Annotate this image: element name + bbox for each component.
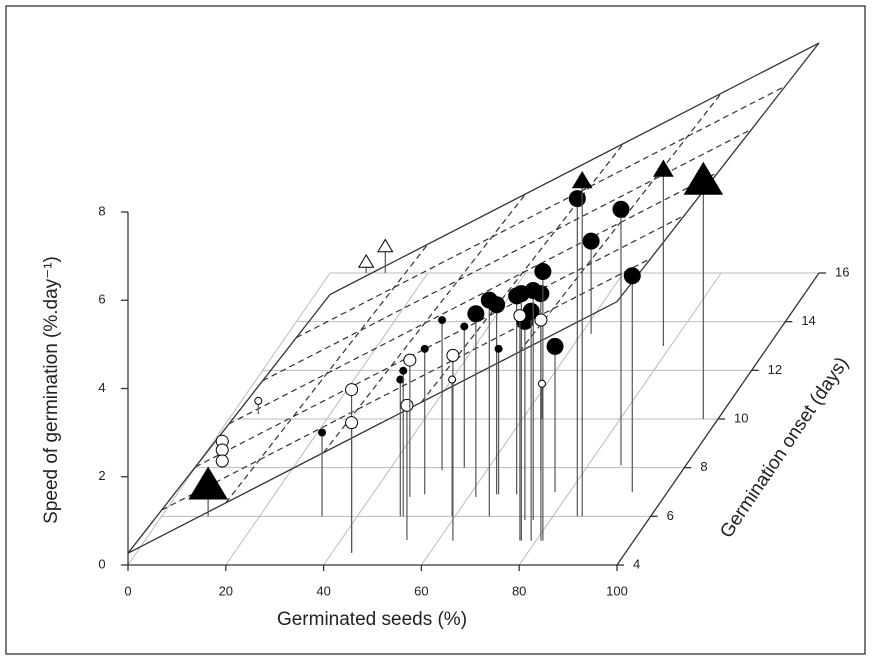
x-axis-label: Germinated seeds (%) <box>277 609 467 630</box>
frame <box>5 5 866 655</box>
point <box>377 238 394 253</box>
y-tick-label: 4 <box>633 556 640 571</box>
point <box>420 344 429 353</box>
x-tick-label: 40 <box>316 583 330 598</box>
point <box>582 232 600 250</box>
point <box>467 305 485 323</box>
plot: 0 20 40 60 80 100 4 6 8 10 12 14 16 0 2 4 6 8 <box>98 42 849 598</box>
plane-line <box>228 171 719 425</box>
point <box>448 375 457 384</box>
plane-line <box>323 193 527 453</box>
point <box>612 200 630 218</box>
point <box>446 348 460 362</box>
x-tick-label: 20 <box>219 583 233 598</box>
point <box>537 379 546 388</box>
point <box>494 344 503 353</box>
y-tick-label: 6 <box>667 508 674 523</box>
point <box>215 443 229 457</box>
point <box>403 353 417 367</box>
z-tick-label: 8 <box>98 203 105 218</box>
y-axis-label: Germination onset (days) <box>716 353 853 542</box>
point <box>254 396 263 405</box>
point <box>534 263 552 281</box>
plane-line <box>225 243 429 504</box>
point <box>546 337 564 355</box>
z-axis-label: Speed of germination (%.day⁻¹) <box>41 256 62 524</box>
z-tick-label: 0 <box>98 556 105 571</box>
point <box>345 383 359 397</box>
y-tick-label: 16 <box>835 264 849 279</box>
point <box>568 190 586 208</box>
point <box>683 161 724 195</box>
x-tick-label: 0 <box>124 583 131 598</box>
z-tick-label: 6 <box>98 292 105 307</box>
z-tick-label: 4 <box>98 380 105 395</box>
y-tick-label: 14 <box>801 313 815 328</box>
plane-line <box>518 92 722 353</box>
x-tick-label: 60 <box>414 583 428 598</box>
point <box>215 454 229 468</box>
point <box>623 267 641 285</box>
point <box>345 416 359 430</box>
y-tick-label: 8 <box>700 459 707 474</box>
point <box>534 313 548 327</box>
z-tick-label: 2 <box>98 468 105 483</box>
y-tick-label: 10 <box>734 410 748 425</box>
point <box>571 171 593 189</box>
point <box>400 398 414 412</box>
point <box>399 366 408 375</box>
point <box>318 428 327 437</box>
x-tick-label: 80 <box>512 583 526 598</box>
point <box>488 296 506 314</box>
point <box>357 253 375 268</box>
point <box>513 309 527 323</box>
point <box>188 466 228 500</box>
plane-line <box>296 85 786 339</box>
point <box>438 316 447 325</box>
y-tick-label: 12 <box>768 362 782 377</box>
plane-line <box>161 258 651 511</box>
x-tick-label: 100 <box>606 583 628 598</box>
plane-line <box>195 214 685 468</box>
point <box>460 322 469 331</box>
point <box>653 159 674 177</box>
point <box>532 285 550 303</box>
plane-line <box>262 128 752 382</box>
